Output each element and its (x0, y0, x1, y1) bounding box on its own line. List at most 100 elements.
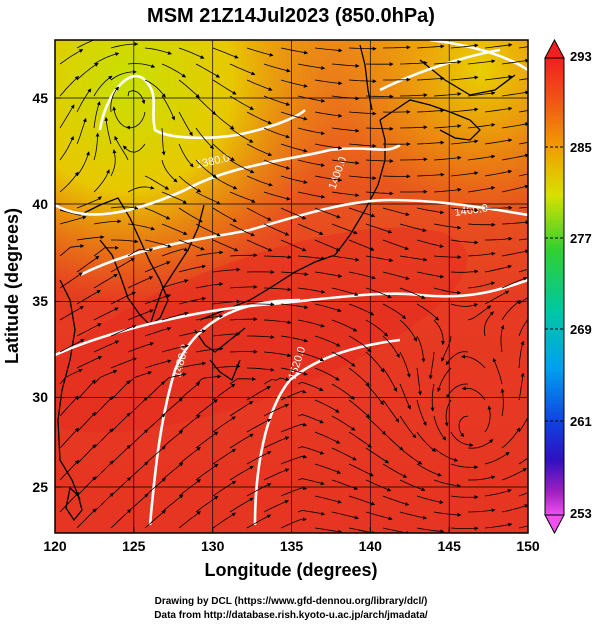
coastlines (57, 44, 516, 522)
streamline (450, 107, 479, 113)
streamline (399, 125, 428, 130)
streamline (416, 140, 445, 145)
streamline (161, 191, 187, 205)
streamline (484, 451, 510, 465)
streamline (280, 207, 307, 220)
streamline (178, 207, 203, 223)
streamline (365, 351, 385, 373)
streamline (144, 239, 172, 248)
streamline (59, 135, 74, 161)
streamline (399, 351, 411, 378)
streamline (348, 207, 376, 218)
streamline (229, 253, 258, 258)
streamline (195, 399, 218, 417)
streamline (110, 509, 132, 529)
streamline (246, 418, 272, 433)
streamline (331, 95, 360, 101)
x-tick-label: 150 (516, 538, 540, 554)
streamline (246, 239, 273, 252)
streamline (500, 324, 505, 353)
streamline (297, 255, 326, 261)
streamline (433, 155, 462, 161)
streamline (144, 359, 172, 369)
streamline (93, 245, 119, 257)
streamline (314, 271, 343, 278)
streamline (450, 463, 479, 470)
streamline (365, 126, 394, 131)
streamline (161, 344, 189, 353)
streamline (263, 403, 290, 417)
streamline (110, 357, 137, 369)
streamline (263, 351, 292, 358)
streamline (484, 106, 513, 113)
streamline (229, 159, 255, 174)
streamline (331, 511, 359, 520)
streamline (365, 255, 394, 263)
map-title: MSM 21Z14Jul2023 (850.0hPa) (147, 5, 435, 27)
streamline (331, 255, 360, 262)
streamline (314, 303, 342, 313)
streamline (280, 239, 307, 252)
streamline (110, 380, 131, 401)
streamline (246, 302, 275, 307)
streamline (467, 91, 496, 97)
streamline (93, 132, 100, 161)
streamline (450, 139, 479, 145)
streamline (127, 461, 149, 481)
streamline (314, 175, 343, 182)
y-tick-label: 35 (32, 293, 48, 309)
streamline (297, 414, 324, 424)
streamline (297, 191, 326, 199)
streamline (437, 367, 452, 393)
streamline (382, 335, 400, 358)
streamline (246, 514, 272, 529)
streamline (428, 351, 435, 380)
streamline (59, 459, 80, 481)
streamline (399, 415, 417, 439)
streamline (280, 143, 308, 153)
streamline (467, 508, 496, 513)
streamline (127, 342, 155, 353)
streamline (297, 351, 325, 362)
streamline (450, 239, 479, 245)
streamline (127, 248, 154, 257)
y-tick-label: 40 (32, 196, 48, 212)
streamline (467, 222, 496, 227)
streamline (467, 186, 496, 193)
streamline (178, 79, 200, 99)
streamline (365, 383, 384, 406)
streamline (314, 143, 343, 150)
streamline (212, 111, 235, 130)
streamline (280, 175, 308, 184)
streamline (365, 287, 392, 299)
streamline (76, 379, 96, 401)
streamline (229, 223, 255, 237)
streamline (331, 383, 355, 400)
streamline (144, 79, 166, 98)
streamline (178, 264, 206, 273)
streamline (263, 191, 291, 201)
streamline (195, 463, 219, 481)
streamline (93, 369, 118, 385)
streamline (280, 389, 307, 401)
streamline (331, 223, 358, 235)
streamline (93, 273, 118, 289)
streamline (331, 287, 359, 297)
streamline (518, 238, 528, 241)
streamline (59, 244, 85, 257)
streamline (178, 511, 201, 529)
streamline (127, 276, 154, 289)
streamline (110, 476, 132, 497)
streamline (127, 185, 155, 193)
streamline (195, 191, 221, 205)
streamline (161, 311, 189, 321)
streamline (110, 291, 136, 305)
streamline (76, 62, 99, 81)
streamline (501, 249, 528, 257)
streamline (467, 122, 496, 129)
streamline (416, 527, 445, 533)
streamline (331, 479, 359, 490)
streamline (127, 90, 146, 105)
streamline (246, 79, 273, 91)
